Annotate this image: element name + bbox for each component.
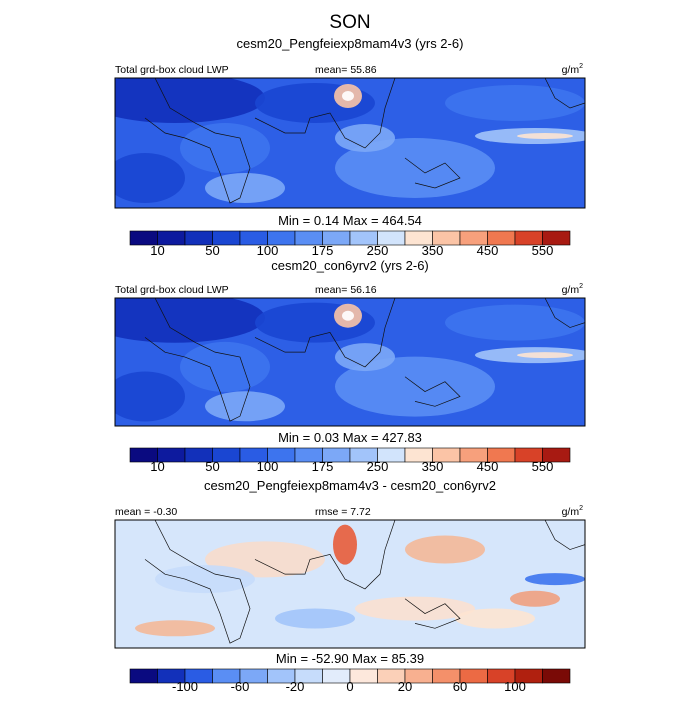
left-label: mean = -0.30 [115,506,177,518]
colorbar-box [542,230,571,246]
colorbar-label: -60 [231,679,250,694]
map-region [115,298,265,343]
colorbar-box [542,668,571,684]
colorbar-label: 350 [422,459,444,474]
coastline [544,78,585,109]
colorbar-label: 0 [346,679,353,694]
colorbar-label: 100 [257,243,279,258]
map-region [335,343,395,372]
map-region [115,78,265,123]
colorbar-label: 50 [205,459,219,474]
map-region [135,620,215,637]
colorbar-label: 350 [422,243,444,258]
units-sup: 2 [579,505,583,512]
colorbar-label: 450 [477,459,499,474]
map-region [517,352,573,359]
colorbar-label: 100 [257,459,279,474]
colorbar-label: -20 [286,679,305,694]
colorbar-label: 550 [532,243,554,258]
map-region [342,310,354,321]
colorbar-label: 100 [504,679,526,694]
colorbar-label: 50 [205,243,219,258]
units: g/m2 [562,283,584,296]
map-region [517,133,573,139]
map-region [335,356,495,417]
figure-title: SON [329,12,370,33]
map-region [275,608,355,629]
map-frame [114,297,586,427]
coastline [144,298,251,422]
map-region [335,138,495,198]
units-base: g/m [562,506,580,518]
center-label: mean= 55.86 [315,64,377,76]
map-region [115,371,185,422]
coastline [254,298,396,368]
map-frame [114,77,586,209]
map-region [445,304,585,341]
center-label: mean= 56.16 [315,284,377,296]
map-region [155,565,255,594]
map-region [335,124,395,152]
units: g/m2 [562,505,584,518]
map-region [455,608,535,629]
coastline [404,157,461,189]
coastline [254,520,396,590]
coastline [404,598,461,629]
units: g/m2 [562,63,584,76]
map-field [115,78,585,208]
map-region [205,391,285,422]
coastline [254,78,396,149]
coastline [544,520,585,550]
colorbar-box [129,668,158,684]
min-max: Min = 0.14 Max = 464.54 [278,213,422,228]
units-sup: 2 [579,283,583,290]
colorbar-label: 10 [150,243,164,258]
map-region [355,596,475,621]
map-region [180,341,270,392]
units-base: g/m [562,284,580,296]
map-field [115,520,585,648]
min-max: Min = 0.03 Max = 427.83 [278,430,422,445]
left-label: Total grd-box cloud LWP [115,64,229,76]
map-region [115,153,185,203]
units-sup: 2 [579,63,583,70]
coastline [404,376,461,407]
map-region [205,173,285,203]
coastline [144,78,251,204]
map-region [405,535,485,564]
colorbar-label: 175 [312,243,334,258]
units-base: g/m [562,64,580,76]
map-region [525,573,585,586]
panel-title: cesm20_Pengfeiexp8mam4v3 (yrs 2-6) [237,36,464,51]
colorbar-label: 60 [453,679,467,694]
colorbar-label: 250 [367,243,389,258]
center-label: rmse = 7.72 [315,506,371,518]
colorbar-label: 10 [150,459,164,474]
colorbar-label: 250 [367,459,389,474]
colorbar-label: 175 [312,459,334,474]
panel-title: cesm20_Pengfeiexp8mam4v3 - cesm20_con6yr… [204,478,496,493]
colorbar-box [542,447,571,463]
min-max: Min = -52.90 Max = 85.39 [276,651,424,666]
coastline [544,298,585,328]
map-region [510,590,560,607]
colorbar-label: 20 [398,679,412,694]
map-region [180,123,270,173]
panel-title: cesm20_con6yrv2 (yrs 2-6) [271,258,429,273]
map-region [333,524,357,565]
map-region [342,91,354,101]
colorbar-label: 550 [532,459,554,474]
colorbar-label: -100 [172,679,198,694]
map-frame [114,519,586,649]
map-field [115,298,585,426]
coastline [144,520,251,644]
left-label: Total grd-box cloud LWP [115,284,229,296]
colorbar-label: 450 [477,243,499,258]
colorbar-box [349,668,378,684]
map-region [445,85,585,121]
